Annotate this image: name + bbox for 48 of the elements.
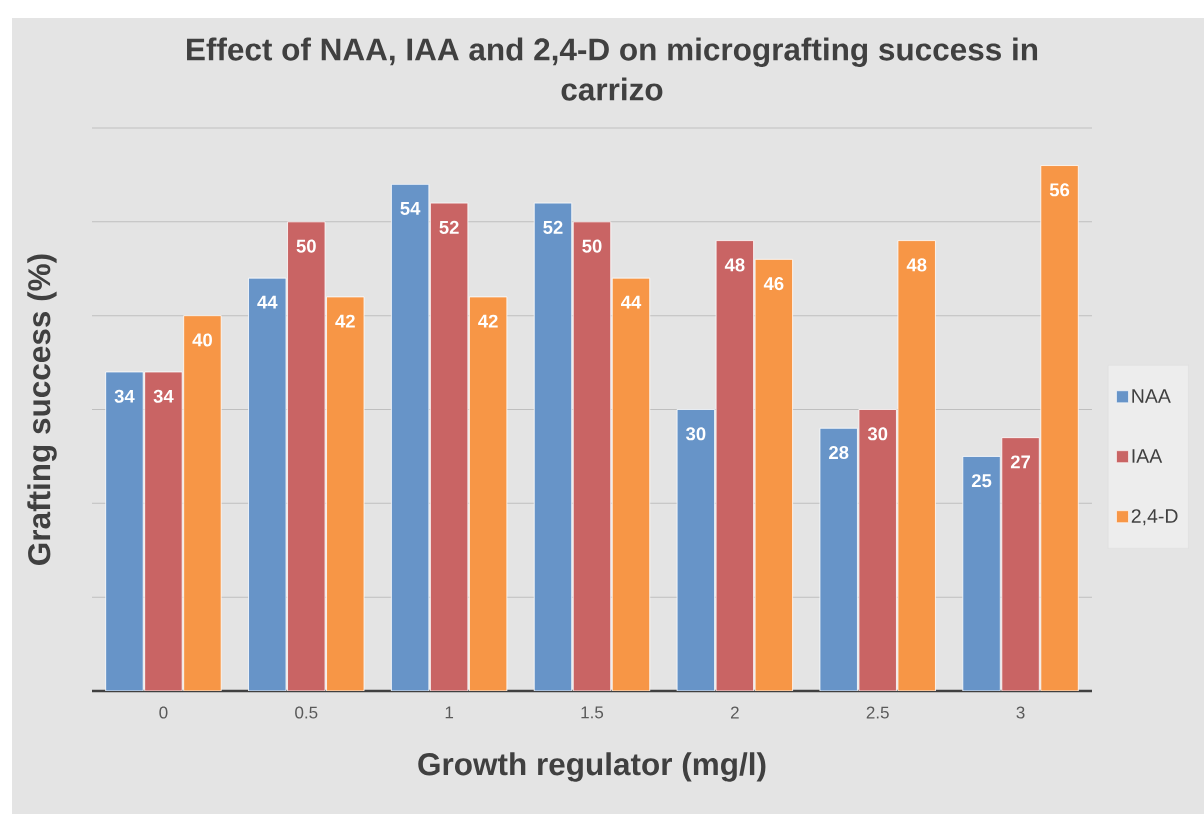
bar [105, 371, 144, 691]
bar [248, 277, 287, 691]
data-label: 40 [192, 333, 212, 347]
chart-title: Effect of NAA, IAA and 2,4-D on micrografting success in carrizo [187, 37, 1038, 101]
bar [572, 221, 612, 691]
data-label: 50 [296, 239, 316, 253]
x-tick-label: 0 [159, 706, 168, 719]
data-label: 42 [335, 314, 355, 328]
data-label: 30 [867, 427, 888, 441]
x-tick-label: 3 [1016, 706, 1025, 719]
data-label: 44 [257, 295, 278, 309]
bar [715, 240, 754, 691]
bar [533, 202, 573, 691]
legend-label: 2,4-D [1131, 509, 1178, 526]
x-axis-title: Growth regulator (mg/l) [418, 752, 766, 782]
legend-label: NAA [1132, 389, 1171, 403]
bar [144, 371, 183, 691]
x-tick-label: 2 [730, 706, 739, 719]
data-label: 30 [685, 427, 706, 441]
x-tick-label: 1.5 [581, 706, 604, 719]
data-label: 48 [724, 258, 745, 272]
data-label: 42 [478, 314, 498, 328]
bar [390, 183, 430, 691]
bar [429, 202, 469, 691]
data-label: 25 [971, 474, 992, 488]
data-label: 48 [906, 258, 927, 272]
bar [819, 427, 858, 691]
data-label: 46 [763, 277, 784, 291]
data-label: 56 [1049, 183, 1070, 197]
bar [1001, 437, 1040, 691]
legend-label: IAA [1132, 449, 1163, 463]
bar [962, 456, 1001, 691]
data-label: 54 [400, 202, 421, 215]
data-label: 34 [114, 389, 135, 403]
x-tick-label: 2.5 [866, 706, 889, 719]
bar [676, 409, 715, 691]
data-label: 52 [439, 220, 459, 234]
x-tick-label: 0.5 [295, 706, 318, 719]
data-label: 52 [543, 220, 563, 234]
data-label: 27 [1010, 455, 1031, 469]
bar [287, 221, 326, 691]
y-axis-title: Grafting success (%) [27, 254, 57, 565]
data-label: 50 [582, 239, 602, 253]
data-label: 28 [829, 445, 849, 460]
bar [858, 409, 897, 691]
x-tick-label: 1 [445, 706, 454, 719]
data-label: 34 [153, 389, 174, 403]
data-label: 44 [620, 295, 642, 309]
